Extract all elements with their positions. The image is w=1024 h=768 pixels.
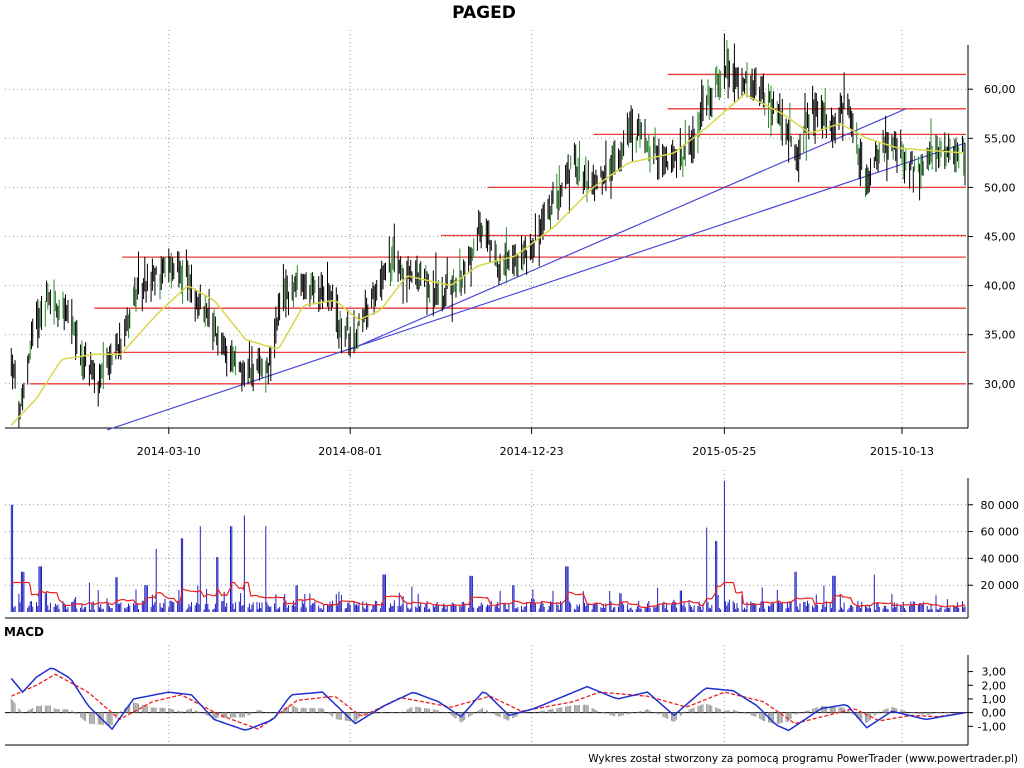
volume-ytick-label-2: 60 000 <box>981 526 1020 539</box>
macd-ytick-label-2: 1,00 <box>982 693 1007 706</box>
price-ytick-label-5: 55,00 <box>984 132 1016 145</box>
price-ytick-label-3: 45,00 <box>984 231 1016 244</box>
macd-panel: -1,000,001,002,003,00 <box>5 645 1007 746</box>
trend-line-0 <box>106 142 966 431</box>
chart-title: PAGED <box>452 3 516 23</box>
price-panel: 30,00 35,00 40,00 45,00 50,00 55,00 60,00 2014-… <box>5 30 1016 458</box>
price-ytick-label-1: 35,00 <box>984 329 1016 342</box>
macd-line <box>10 667 966 732</box>
volume-panel: 20 000 40 000 60 000 80 000 <box>5 470 1020 619</box>
macd-ytick-label-3: 2,00 <box>982 679 1007 692</box>
price-xtick-label-2: 2014-12-23 <box>500 445 564 458</box>
price-xtick-label-4: 2015-10-13 <box>870 445 934 458</box>
footer-credit: Wykres został stworzony za pomocą progra… <box>588 753 1018 765</box>
price-xtick-label-3: 2015-05-25 <box>692 445 756 458</box>
volume-ytick-label-3: 80 000 <box>981 499 1020 512</box>
trend-line-1 <box>349 108 907 350</box>
price-xtick-label-1: 2014-08-01 <box>318 445 382 458</box>
macd-ytick-label-0: -1,00 <box>978 720 1006 733</box>
volume-ytick-label-1: 40 000 <box>981 552 1020 565</box>
price-ytick-label-2: 40,00 <box>984 280 1016 293</box>
volume-ytick-label-0: 20 000 <box>981 579 1020 592</box>
price-xtick-label-0: 2014-03-10 <box>137 445 201 458</box>
volume-average-line <box>11 581 966 609</box>
macd-ytick-label-4: 3,00 <box>982 666 1007 679</box>
macd-panel-label: MACD <box>4 625 44 639</box>
moving-average-line <box>10 93 964 426</box>
price-ytick-label-0: 30,00 <box>984 378 1016 391</box>
macd-signal-line <box>11 673 966 730</box>
macd-ytick-label-1: 0,00 <box>982 707 1007 720</box>
price-ytick-label-6: 60,00 <box>984 83 1016 96</box>
price-ytick-label-4: 50,00 <box>984 181 1016 194</box>
